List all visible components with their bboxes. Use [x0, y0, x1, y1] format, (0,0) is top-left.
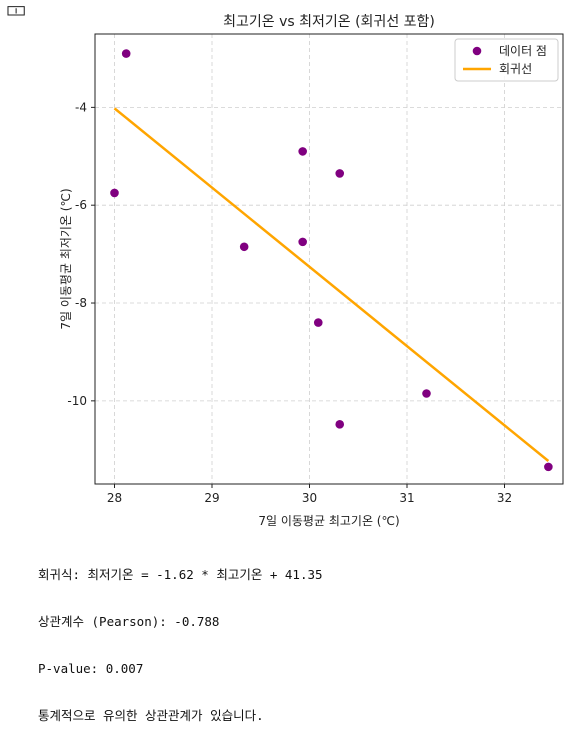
data-point [335, 169, 345, 178]
y-axis-label: 7일 이동평균 최저기온 (℃) [59, 188, 73, 329]
y-tick-label: -10 [67, 394, 87, 408]
regression-line [113, 107, 550, 462]
scatter-chart: 28 29 30 31 32 -4 -6 -8 -10 최고기온 vs 최저기온 (회귀선 포함… [59, 14, 564, 528]
data-point [298, 237, 307, 247]
legend-scatter-marker [472, 46, 482, 56]
data-point [110, 188, 119, 198]
regression-equation: 회귀식: 최저기온 = -1.62 * 최고기온 + 41.35 [38, 567, 323, 583]
chart-title: 최고기온 vs 최저기온 (회귀선 포함) [223, 14, 435, 30]
x-tick-label: 32 [497, 491, 512, 505]
p-value: P-value: 0.007 [38, 660, 144, 676]
plot-frame [94, 33, 564, 485]
x-tick-label: 29 [204, 491, 219, 505]
grid [95, 34, 563, 484]
y-tick-label: -6 [75, 198, 87, 212]
regression-stats: 회귀식: 최저기온 = -1.62 * 최고기온 + 41.35 상관계수 (P… [38, 536, 323, 739]
data-point [313, 318, 323, 327]
x-tick-label: 31 [399, 491, 414, 505]
axis-ticks: 28 29 30 31 32 -4 -6 -8 -10 [67, 100, 512, 505]
figure-toggle-icon[interactable]: 🀱 [6, 2, 27, 20]
data-point [121, 49, 131, 58]
data-point [239, 242, 249, 252]
x-tick-label: 30 [302, 491, 317, 505]
data-point [544, 462, 553, 472]
data-point [298, 147, 307, 156]
data-point [335, 420, 345, 429]
y-tick-label: -8 [75, 296, 87, 310]
significance-note: 통계적으로 유의한 상관관계가 있습니다. [38, 707, 264, 723]
y-tick-label: -4 [75, 100, 87, 114]
pearson-coefficient: 상관계수 (Pearson): -0.788 [38, 613, 220, 629]
chart-marks [110, 49, 553, 472]
legend-scatter-label: 데이터 점 [499, 44, 547, 58]
legend-line-label: 회귀선 [499, 62, 532, 76]
x-tick-label: 28 [107, 491, 122, 505]
x-axis-label: 7일 이동평균 최고기온 (℃) [258, 514, 399, 528]
data-point [422, 389, 431, 398]
